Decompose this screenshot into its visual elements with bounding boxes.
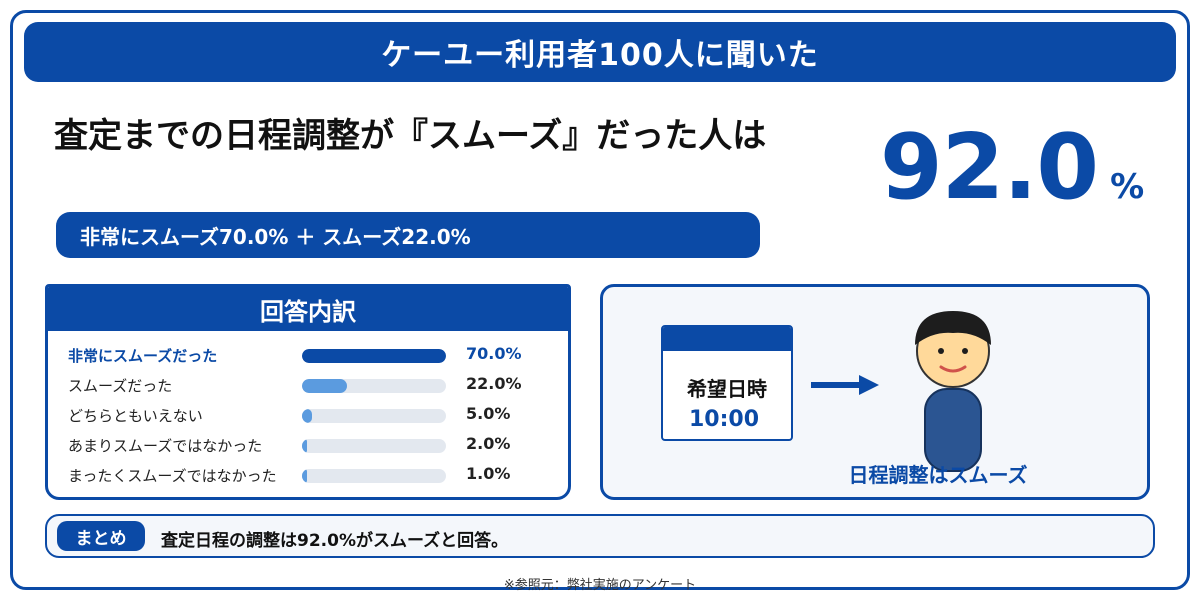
breakdown-panel: 回答内訳 非常にスムーズだった 70.0% スムーズだった 22.0% どちらともいえな… [45,284,571,500]
headline: 査定までの日程調整が『スムーズ』だった人は [54,116,767,156]
value-label: 2.0% [466,434,511,453]
bar-track [302,469,446,483]
person-icon [915,311,991,472]
right-arrow-icon [811,375,879,395]
illustration-caption: 日程調整はスムーズ [848,463,1028,487]
bar [302,469,307,483]
calendar-label: 希望日時 [687,377,767,401]
panel-title: 回答内訳 [48,287,568,331]
highlight-unit: % [1110,167,1145,207]
value-label: 5.0% [466,404,511,423]
bar [302,379,347,393]
chart-row: あまりスムーズではなかった 2.0% [48,431,568,461]
value-label: 70.0% [466,344,522,363]
bar-track [302,349,446,363]
value-label: 1.0% [466,464,511,483]
bar-track [302,379,446,393]
summary-tag: まとめ [57,521,145,551]
category-label: どちらともいえない [68,407,203,425]
category-label: スムーズだった [68,377,173,395]
breakdown-text: 非常にスムーズ70.0% ＋ スムーズ22.0% [80,224,471,249]
calendar-icon: 希望日時 10:00 [661,325,793,441]
calendar-header [663,327,791,351]
highlight-number: 92.0 [880,115,1099,220]
category-label: 非常にスムーズだった [68,347,218,365]
bar [302,349,446,363]
chart-row: まったくスムーズではなかった 1.0% [48,461,568,491]
summary-text: 査定日程の調整は92.0%がスムーズと回答。 [161,531,509,551]
highlight-value: 92.0 % [880,118,1160,218]
bar [302,409,312,423]
illustration-panel: 希望日時 10:00 日程調整はスムーズ [600,284,1150,500]
value-label: 22.0% [466,374,522,393]
bar [302,439,307,453]
chart-row: 非常にスムーズだった 70.0% [48,341,568,371]
category-label: あまりスムーズではなかった [68,437,263,455]
calendar-time: 10:00 [689,407,760,432]
chart-row: どちらともいえない 5.0% [48,401,568,431]
category-label: まったくスムーズではなかった [68,467,277,485]
summary-box: まとめ 査定日程の調整は92.0%がスムーズと回答。 [45,514,1155,558]
chart-row: スムーズだった 22.0% [48,371,568,401]
bar-track [302,439,446,453]
breakdown-pill: 非常にスムーズ70.0% ＋ スムーズ22.0% [56,212,760,258]
source-note: ※参照元：弊社実施のアンケート [503,578,697,593]
banner-title: ケーユー利用者100人に聞いた [24,22,1176,82]
bar-track [302,409,446,423]
